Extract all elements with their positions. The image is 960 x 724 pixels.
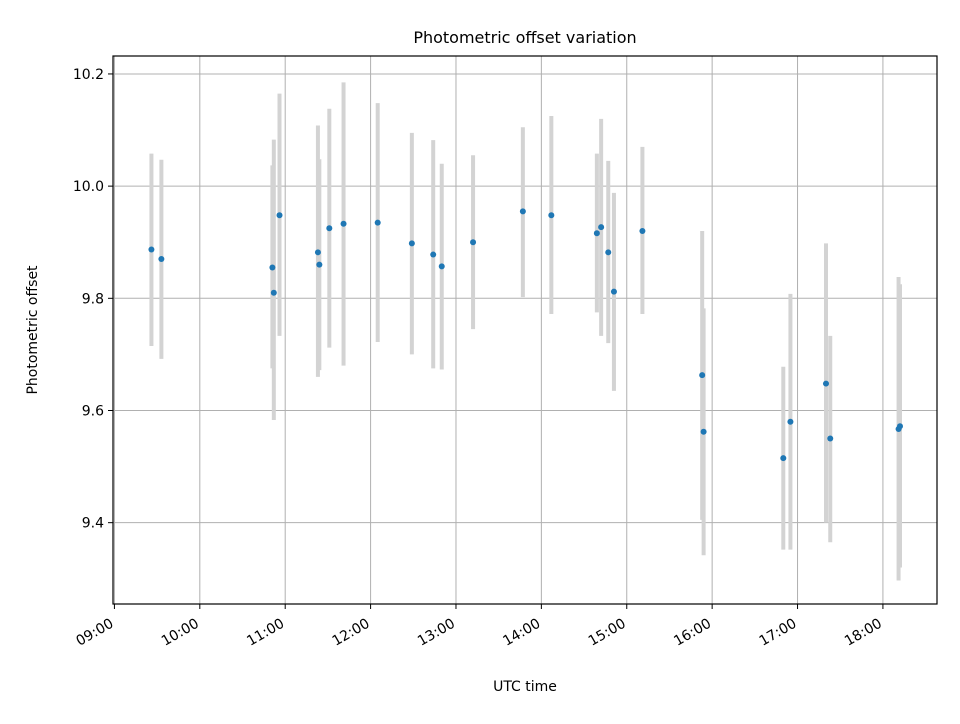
data-point bbox=[610, 288, 617, 295]
data-point bbox=[158, 256, 165, 263]
data-point bbox=[326, 225, 333, 232]
data-point bbox=[605, 249, 612, 256]
data-point bbox=[269, 264, 276, 271]
data-point bbox=[593, 230, 600, 237]
data-point bbox=[430, 251, 437, 258]
data-point bbox=[374, 219, 381, 226]
data-point bbox=[270, 289, 277, 296]
y-tick-label: 10.0 bbox=[73, 179, 104, 195]
y-tick-label: 10.2 bbox=[73, 67, 104, 83]
plot-area bbox=[113, 56, 937, 604]
data-point bbox=[548, 212, 555, 219]
chart-title: Photometric offset variation bbox=[413, 28, 636, 47]
data-point bbox=[148, 246, 155, 253]
data-point bbox=[787, 418, 794, 425]
data-point bbox=[822, 380, 829, 387]
data-point bbox=[780, 455, 787, 462]
data-point bbox=[316, 261, 323, 268]
data-point bbox=[314, 249, 321, 256]
y-tick-label: 9.4 bbox=[82, 516, 104, 532]
marker-layer bbox=[148, 208, 903, 462]
plot-frame bbox=[112, 55, 938, 605]
data-point bbox=[639, 228, 646, 235]
y-tick-label: 9.8 bbox=[82, 291, 104, 307]
data-point bbox=[276, 212, 283, 219]
y-tick-label: 9.6 bbox=[82, 403, 104, 419]
data-point bbox=[699, 372, 706, 379]
data-point bbox=[470, 239, 477, 246]
data-point bbox=[408, 240, 415, 247]
grid-layer bbox=[113, 56, 937, 604]
data-point bbox=[438, 263, 445, 270]
y-axis-label: Photometric offset bbox=[25, 265, 41, 395]
x-axis-label: UTC time bbox=[493, 679, 557, 695]
data-point bbox=[896, 423, 903, 430]
data-point bbox=[340, 220, 347, 227]
data-point bbox=[827, 435, 834, 442]
data-point bbox=[700, 428, 707, 435]
data-point bbox=[598, 224, 605, 231]
data-point bbox=[519, 208, 526, 215]
